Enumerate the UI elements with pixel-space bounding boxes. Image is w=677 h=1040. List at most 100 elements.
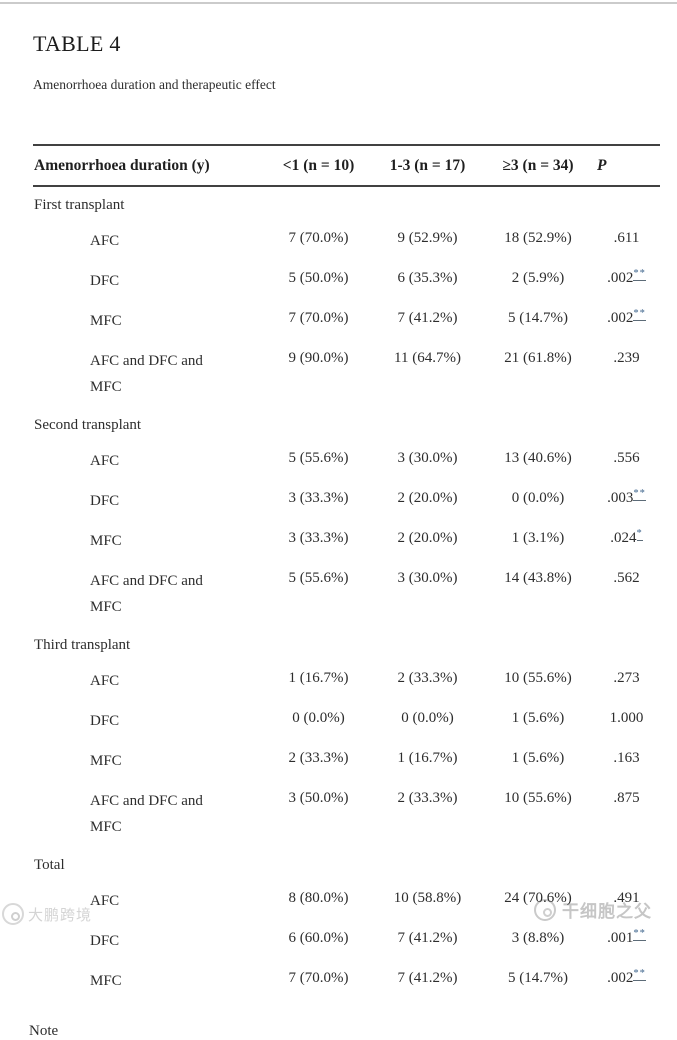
value-cell: 10 (55.6%) <box>504 670 572 686</box>
p-value-cell: .875 <box>593 781 660 847</box>
p-value-cell: .001** <box>593 921 660 961</box>
table-row: AFC 5 (55.6%) 3 (30.0%) 13 (40.6%) .556 <box>33 441 660 481</box>
p-value: .556 <box>613 450 640 466</box>
left-watermark: 大鹏跨境 <box>2 903 92 925</box>
value-cell: 7 (70.0%) <box>288 310 349 326</box>
section-row: First transplant <box>33 186 660 221</box>
value-cell: 10 (55.6%) <box>504 790 572 806</box>
row-label: AFC and DFC and MFC <box>90 353 203 395</box>
value-cell: 21 (61.8%) <box>504 350 572 366</box>
column-header-3: ≥3 (n = 34) <box>502 157 574 174</box>
right-watermark-text: 干细胞之父 <box>562 902 652 922</box>
amenorrhoea-duration-table: Amenorrhoea duration (y) <1 (n = 10) 1-3 (… <box>33 144 660 1001</box>
row-label: AFC and DFC and MFC <box>90 793 203 835</box>
section-label: First transplant <box>34 197 125 213</box>
value-cell: 7 (41.2%) <box>397 310 458 326</box>
row-label: MFC <box>90 753 122 769</box>
p-value-cell: .024* <box>593 521 660 561</box>
row-label: DFC <box>90 493 120 509</box>
footnote-marker-link[interactable]: ** <box>633 488 646 501</box>
row-label: MFC <box>90 313 122 329</box>
footnote-marker-link[interactable]: ** <box>633 928 646 941</box>
page-top-border <box>0 2 677 4</box>
p-value: .024 <box>610 530 637 546</box>
p-value-cell: 1.000 <box>593 701 660 741</box>
value-cell: 2 (33.3%) <box>397 670 458 686</box>
footnote-marker-link[interactable]: ** <box>633 968 646 981</box>
value-cell: 3 (33.3%) <box>288 490 349 506</box>
section-label: Total <box>34 857 65 873</box>
value-cell: 14 (43.8%) <box>504 570 572 586</box>
value-cell: 7 (41.2%) <box>397 970 458 986</box>
value-cell: 5 (55.6%) <box>288 570 349 586</box>
table-row: DFC 5 (50.0%) 6 (35.3%) 2 (5.9%) .002** <box>33 261 660 301</box>
value-cell: 2 (33.3%) <box>288 750 349 766</box>
value-cell: 10 (58.8%) <box>393 890 462 906</box>
table-row: DFC 6 (60.0%) 7 (41.2%) 3 (8.8%) .001** <box>33 921 660 961</box>
value-cell: 0 (0.0%) <box>292 710 345 726</box>
p-value: .562 <box>613 570 640 586</box>
left-watermark-logo-icon <box>2 903 24 925</box>
p-value-cell: .002** <box>593 261 660 301</box>
p-value: .491 <box>613 890 640 906</box>
footnote-marker-link[interactable]: ** <box>633 308 646 321</box>
value-cell: 8 (80.0%) <box>288 890 349 906</box>
value-cell: 24 (70.6%) <box>504 890 572 906</box>
row-label: AFC <box>90 673 120 689</box>
value-cell: 0 (0.0%) <box>511 490 565 506</box>
value-cell: 13 (40.6%) <box>504 450 572 466</box>
p-value: .163 <box>613 750 640 766</box>
value-cell: 3 (8.8%) <box>511 930 565 946</box>
value-cell: 7 (70.0%) <box>288 970 349 986</box>
stemcell-logo-icon <box>534 898 556 921</box>
footnote-marker-link[interactable]: * <box>636 528 643 541</box>
value-cell: 3 (30.0%) <box>397 450 458 466</box>
value-cell: 3 (33.3%) <box>288 530 349 546</box>
column-header-1: <1 (n = 10) <box>282 157 355 174</box>
right-watermark: 干细胞之父 <box>534 897 652 922</box>
section-row: Second transplant <box>33 407 660 441</box>
value-cell: 5 (14.7%) <box>508 310 568 326</box>
table-row: MFC 7 (70.0%) 7 (41.2%) 5 (14.7%) .002** <box>33 301 660 341</box>
column-header-0: Amenorrhoea duration (y) <box>34 157 210 174</box>
value-cell: 1 (5.6%) <box>511 710 565 726</box>
row-label: MFC <box>90 973 122 989</box>
note-label: Note <box>29 1023 59 1039</box>
table-header-row: Amenorrhoea duration (y) <1 (n = 10) 1-3 (… <box>33 145 660 186</box>
value-cell: 1 (16.7%) <box>288 670 349 686</box>
table-row: AFC 7 (70.0%) 9 (52.9%) 18 (52.9%) .611 <box>33 221 660 261</box>
p-value: .002 <box>607 270 634 286</box>
p-value: .003 <box>607 490 634 506</box>
footnote-marker-link[interactable]: ** <box>633 268 646 281</box>
section-row: Third transplant <box>33 627 660 661</box>
table-row: AFC 8 (80.0%) 10 (58.8%) 24 (70.6%) .491 <box>33 881 660 921</box>
section-label: Third transplant <box>34 637 131 653</box>
value-cell: 5 (14.7%) <box>508 970 568 986</box>
table-row: MFC 3 (33.3%) 2 (20.0%) 1 (3.1%) .024* <box>33 521 660 561</box>
value-cell: 7 (70.0%) <box>288 230 349 246</box>
p-value: 1.000 <box>609 710 644 726</box>
p-value-cell: .003** <box>593 481 660 521</box>
table-row: DFC 3 (33.3%) 2 (20.0%) 0 (0.0%) .003** <box>33 481 660 521</box>
value-cell: 9 (52.9%) <box>397 230 458 246</box>
row-label: MFC <box>90 533 122 549</box>
p-value: .875 <box>613 790 640 806</box>
table-row: AFC 1 (16.7%) 2 (33.3%) 10 (55.6%) .273 <box>33 661 660 701</box>
p-value-cell: .491 <box>593 881 660 921</box>
value-cell: 11 (64.7%) <box>394 350 461 366</box>
table-body: First transplant AFC 7 (70.0%) 9 (52.9%) 18 … <box>33 186 660 1001</box>
table-subtitle: Amenorrhoea duration and therapeutic eff… <box>33 77 276 92</box>
p-value-cell: .556 <box>593 441 660 481</box>
section-label: Second transplant <box>34 417 142 433</box>
p-value-cell: .002** <box>593 961 660 1001</box>
row-label: DFC <box>90 273 120 289</box>
value-cell: 5 (55.6%) <box>288 450 349 466</box>
row-label: DFC <box>90 933 120 949</box>
row-label: AFC <box>90 233 120 249</box>
p-value: .002 <box>607 970 634 986</box>
p-value-cell: .239 <box>593 341 660 407</box>
p-value-cell: .002** <box>593 301 660 341</box>
p-value-cell: .163 <box>593 741 660 781</box>
value-cell: 0 (0.0%) <box>401 710 454 726</box>
value-cell: 3 (30.0%) <box>397 570 458 586</box>
